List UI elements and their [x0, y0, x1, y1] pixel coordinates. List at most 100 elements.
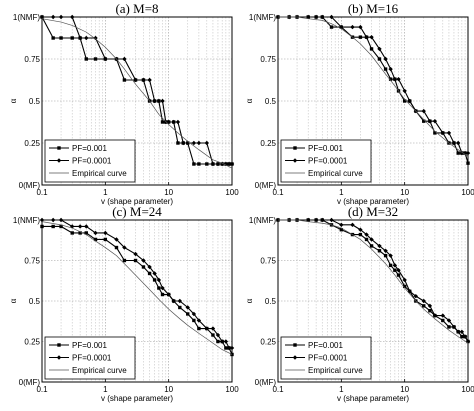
legend: PF=0.001 PF=0.0001 Empirical curve — [44, 139, 136, 183]
legend-marker-diamond — [292, 355, 298, 360]
x-tick-label: 10 — [400, 188, 409, 197]
data-point-diamond — [339, 222, 344, 228]
data-point-diamond — [364, 232, 369, 237]
series-3 — [278, 16, 469, 157]
data-point-square — [147, 271, 152, 276]
x-tick-label: 100 — [225, 385, 239, 394]
y-tick-label: 1(NMF) — [13, 13, 40, 22]
legend-entry: Empirical curve — [49, 366, 127, 375]
y-tick-label: 0.5 — [265, 297, 277, 306]
data-point-square — [364, 237, 369, 242]
data-point-diamond — [219, 339, 225, 344]
x-tick-label: 100 — [225, 188, 239, 197]
series-2 — [275, 14, 471, 156]
data-point-diamond — [166, 292, 171, 297]
data-point-square — [51, 36, 55, 40]
data-point-square — [70, 231, 74, 235]
data-point-diamond — [191, 140, 197, 146]
y-tick-label: 0.5 — [29, 97, 41, 106]
series-1 — [40, 224, 234, 357]
legend-marker-diamond — [56, 158, 62, 163]
data-point-square — [460, 334, 464, 339]
y-tick-label: 0(MF) — [19, 378, 41, 387]
legend-entry: PF=0.001 — [49, 341, 107, 350]
data-point-diamond — [432, 313, 438, 318]
data-point-square — [103, 237, 108, 242]
data-point-diamond — [396, 76, 401, 82]
data-point-diamond — [210, 161, 216, 167]
data-point-square — [40, 224, 44, 229]
data-point-square — [192, 162, 196, 166]
data-point-diamond — [462, 334, 468, 339]
data-point-square — [433, 131, 437, 135]
data-point-square — [441, 318, 445, 323]
data-point-square — [197, 162, 201, 166]
data-point-square — [377, 57, 382, 61]
data-point-diamond — [223, 161, 229, 167]
data-point-diamond — [58, 14, 64, 20]
legend-entry: PF=0.001 — [285, 144, 343, 153]
data-point-square — [358, 232, 363, 237]
chart-title: (d) M=32 — [348, 204, 398, 219]
legend: PF=0.001 PF=0.0001 Empirical curve — [280, 139, 372, 183]
data-point-square — [329, 25, 334, 29]
chart-panel-2: 0.1 1 10 100 0(MF) 0.25 0.5 0.75 1(NMF) v (shape … — [244, 1, 474, 206]
y-axis-label: α — [244, 98, 254, 103]
data-point-square — [160, 292, 165, 297]
data-point-diamond — [358, 24, 363, 30]
legend-entry: PF=0.001 — [49, 144, 107, 153]
plot-frame — [277, 219, 469, 383]
data-point-square — [114, 245, 119, 250]
legend: PF=0.001 PF=0.0001 Empirical curve — [44, 336, 136, 380]
data-point-diamond — [421, 108, 426, 114]
x-tick-label: 0.1 — [272, 188, 284, 197]
y-tick-label: 0.25 — [260, 338, 276, 347]
data-point-square — [157, 286, 161, 290]
data-point-square — [422, 119, 426, 123]
data-point-square — [192, 318, 196, 323]
data-point-diamond — [377, 243, 382, 249]
y-tick-label: 0.5 — [29, 297, 41, 306]
data-point-square — [152, 278, 157, 282]
series-1 — [276, 218, 470, 344]
data-point-diamond — [396, 268, 401, 273]
data-point-diamond — [413, 293, 419, 299]
data-point-diamond — [329, 217, 334, 223]
data-point-diamond — [93, 230, 98, 236]
legend-marker-square — [293, 343, 297, 347]
data-point-diamond — [181, 140, 186, 146]
legend-label: PF=0.001 — [72, 341, 107, 350]
data-point-diamond — [58, 217, 64, 223]
data-point-diamond — [39, 217, 45, 223]
y-axis-label: α — [244, 298, 254, 303]
data-point-diamond — [156, 98, 162, 104]
series-3 — [41, 221, 233, 355]
x-tick-label: 10 — [164, 188, 173, 197]
data-point-square — [205, 162, 209, 166]
series-3 — [278, 219, 469, 344]
x-tick-label: 0.1 — [36, 385, 48, 394]
data-point-diamond — [175, 119, 181, 125]
data-point-diamond — [226, 345, 232, 351]
y-tick-label: 0.25 — [24, 139, 40, 148]
data-point-diamond — [50, 217, 56, 223]
data-point-diamond — [147, 264, 152, 270]
legend-label: PF=0.0001 — [308, 157, 348, 166]
y-axis-label: α — [8, 298, 18, 303]
data-point-square — [141, 265, 146, 269]
legend: PF=0.001 PF=0.0001 Empirical curve — [280, 336, 372, 380]
legend-label: PF=0.001 — [72, 144, 107, 153]
x-axis-label: v (shape parameter) — [101, 394, 173, 403]
y-tick-label: 0.75 — [24, 257, 40, 266]
data-point-diamond — [388, 253, 393, 258]
data-point-diamond — [369, 34, 374, 40]
data-point-diamond — [427, 118, 433, 124]
data-point-diamond — [432, 118, 438, 124]
data-point-diamond — [388, 66, 393, 72]
data-point-square — [388, 263, 393, 268]
data-point-diamond — [160, 98, 165, 104]
data-point-square — [422, 304, 426, 308]
x-tick-label: 0.1 — [272, 385, 284, 394]
y-tick-label: 0.5 — [265, 97, 277, 106]
data-point-diamond — [407, 98, 412, 104]
